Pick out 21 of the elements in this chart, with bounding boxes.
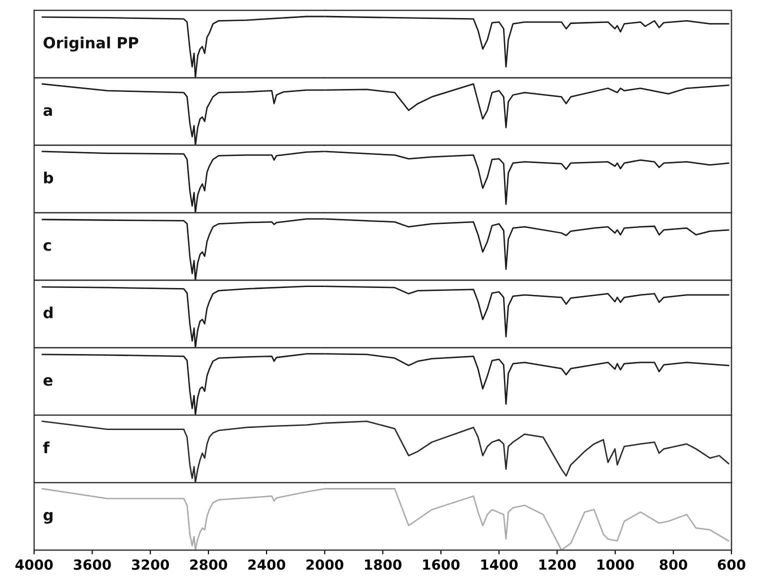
x-tick-label: 1800	[365, 559, 402, 570]
x-tick-label: 4000	[15, 559, 53, 570]
x-tick-label: 1200	[539, 559, 576, 570]
x-tick-label: 3200	[132, 559, 169, 570]
series-label: f	[43, 441, 50, 454]
x-tick-label: 1400	[481, 559, 518, 570]
series-label: c	[43, 242, 51, 251]
series-label: b	[44, 172, 54, 184]
x-tick-label: 2400	[248, 559, 286, 570]
series-label: g	[44, 512, 52, 524]
series-label: Original PP	[44, 36, 138, 52]
series-label: a	[43, 107, 52, 116]
x-tick-label: 3600	[74, 559, 111, 570]
x-tick-label: 2800	[190, 559, 228, 570]
x-tick-label: 1000	[597, 559, 634, 570]
x-tick-label: 600	[718, 559, 746, 570]
series-label: d	[44, 306, 52, 318]
x-tick-label: 2000	[306, 559, 344, 570]
x-tick-label: 1600	[423, 559, 460, 570]
x-tick-label: 800	[660, 559, 688, 570]
series-label: e	[43, 377, 52, 386]
